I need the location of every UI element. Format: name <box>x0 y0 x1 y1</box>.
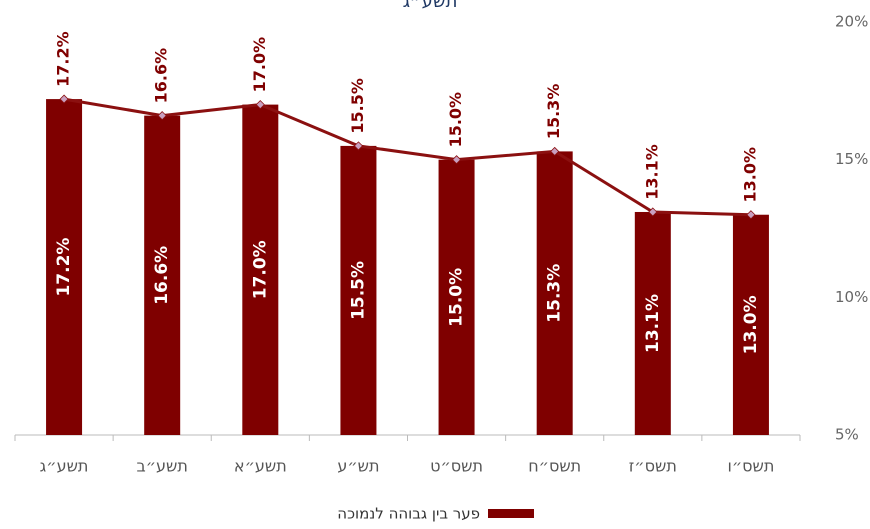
bar-inner-label: 13.1% <box>643 294 663 353</box>
bar-top-label: 13.0% <box>740 147 759 203</box>
line <box>63 97 751 217</box>
bar-inner-label: 17.0% <box>250 240 270 299</box>
bar <box>242 104 279 435</box>
bar-top-label: 16.6% <box>152 48 171 104</box>
bar <box>144 115 181 435</box>
bar <box>536 151 573 435</box>
legend-swatch <box>488 509 534 518</box>
bar-top-label: 17.0% <box>250 37 269 93</box>
y-tick-label: 20% <box>835 13 868 31</box>
x-tick-label: תשע״א <box>234 457 287 476</box>
bar <box>46 99 83 436</box>
bar-top-label: 17.2% <box>54 31 73 87</box>
bar <box>634 211 671 435</box>
marker <box>59 94 69 104</box>
x-tick-label: תשס״ו <box>727 457 774 476</box>
bar-top-label: 15.5% <box>348 78 367 134</box>
bar-inner-label: 13.0% <box>741 295 761 354</box>
bar <box>340 145 377 435</box>
marker <box>746 210 756 220</box>
marker <box>157 111 167 121</box>
bar-top-label: 13.1% <box>642 144 661 200</box>
marker <box>353 141 364 151</box>
y-tick-label: 15% <box>835 150 868 168</box>
bar <box>438 159 475 435</box>
bar <box>732 214 769 435</box>
x-tick-label: תשע״ג <box>40 457 89 476</box>
marker <box>550 146 560 156</box>
bar-inner-label: 16.6% <box>152 246 172 305</box>
bar-inner-label: 17.2% <box>54 238 74 297</box>
x-tick-label: תשס״ח <box>528 457 581 476</box>
y-tick-label: 5% <box>835 426 859 444</box>
x-tick-label: תשע״ב <box>136 457 187 476</box>
legend-label: פער בין גבוהה לנמוכה <box>337 505 480 523</box>
bar-top-label: 15.3% <box>544 84 563 140</box>
bar-inner-label: 15.0% <box>447 268 467 327</box>
marker <box>451 155 462 165</box>
x-tick-label: תשס״ז <box>629 457 677 476</box>
bar-inner-label: 15.3% <box>545 264 565 323</box>
x-tick-label: תש״ע <box>337 457 379 476</box>
marker <box>648 207 658 217</box>
marker <box>255 100 265 110</box>
chart-title: תשע״ג <box>403 0 458 12</box>
bar-top-label: 15.0% <box>446 92 465 148</box>
x-tick-label: תשס״ט <box>430 457 483 476</box>
y-tick-label: 10% <box>835 288 868 306</box>
bar-inner-label: 15.5% <box>348 261 368 320</box>
